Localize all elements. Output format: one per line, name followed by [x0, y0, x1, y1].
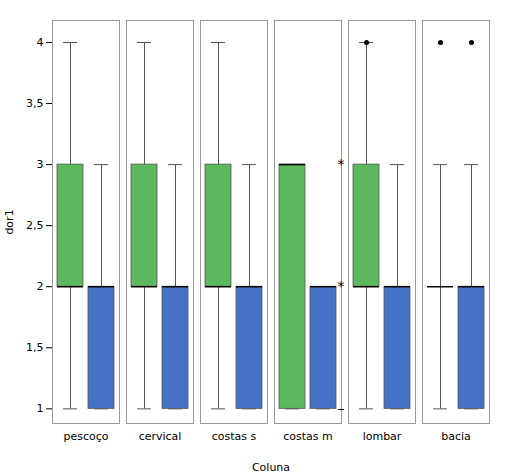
svg-text:1: 1 — [37, 402, 44, 415]
svg-text:*: * — [338, 156, 345, 172]
svg-text:Coluna: Coluna — [252, 461, 290, 473]
svg-text:cervical: cervical — [139, 430, 182, 443]
svg-text:lombar: lombar — [363, 430, 402, 443]
svg-text:costas s: costas s — [212, 430, 257, 443]
svg-text:3,5: 3,5 — [26, 97, 44, 110]
svg-text:1,5: 1,5 — [26, 341, 44, 354]
svg-text:2,5: 2,5 — [26, 219, 44, 232]
svg-text:*: * — [338, 278, 345, 294]
svg-text:2: 2 — [37, 280, 44, 293]
svg-text:bacia: bacia — [441, 430, 471, 443]
svg-text:4: 4 — [37, 36, 44, 49]
svg-text:costas m: costas m — [283, 430, 333, 443]
svg-text:pescoço: pescoço — [63, 430, 108, 443]
svg-text:–: – — [338, 400, 345, 416]
svg-text:dor1: dor1 — [3, 209, 16, 234]
svg-text:3: 3 — [37, 158, 44, 171]
